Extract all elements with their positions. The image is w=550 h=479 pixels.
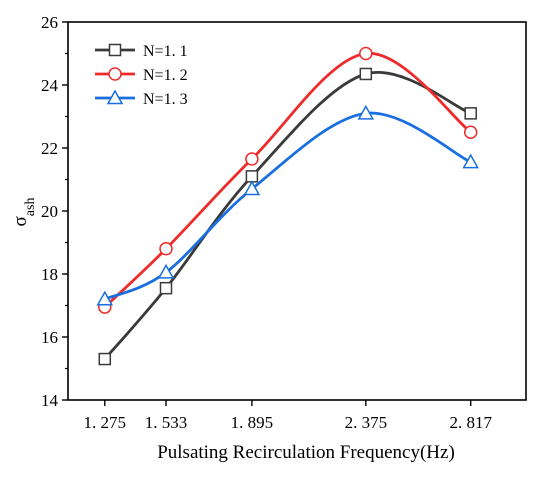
legend-label-1: N=1. 1 [143, 43, 188, 60]
data-point-1 [98, 352, 112, 366]
x-tick-label: 2. 375 [345, 413, 388, 432]
y-tick-label: 24 [41, 76, 59, 95]
data-point-3 [157, 263, 175, 279]
y-tick-label: 26 [41, 13, 58, 32]
series-layer [96, 46, 479, 366]
y-tick-label: 14 [41, 391, 59, 410]
data-point-3 [357, 104, 375, 120]
data-point-1 [245, 170, 259, 183]
legend-marker-2 [108, 67, 122, 81]
legend-label-2: N=1. 2 [143, 67, 188, 84]
x-axis-title: Pulsating Recirculation Frequency(Hz) [157, 442, 455, 463]
legend-marker-3 [106, 89, 124, 105]
data-point-1 [464, 107, 477, 120]
x-axis: 1. 275 1. 533 1. 895 2. 375 2. 817 [84, 400, 492, 432]
legend: N=1. 1 N=1. 2 N=1. 3 [95, 43, 188, 108]
data-point-2 [359, 46, 373, 61]
data-point-2 [463, 125, 478, 139]
legend-label-3: N=1. 3 [143, 91, 188, 108]
y-tick-label: 16 [41, 328, 58, 347]
y-axis-title: σash [10, 198, 38, 227]
data-point-3 [462, 153, 479, 169]
y-axis-title-main: σ [10, 216, 31, 226]
series-line-3 [104, 111, 472, 301]
data-point-3 [243, 180, 261, 196]
y-axis: 14 16 18 20 22 24 26 [41, 13, 68, 410]
data-point-1 [359, 67, 373, 81]
x-tick-label: 1. 533 [145, 413, 188, 432]
data-point-2 [159, 242, 173, 256]
series-line-1 [103, 71, 472, 360]
y-tick-label: 20 [41, 202, 58, 221]
y-axis-title-sub: ash [23, 198, 38, 217]
series-line-2 [103, 52, 472, 309]
legend-marker-1 [108, 43, 122, 57]
data-point-2 [245, 152, 259, 166]
data-point-3 [96, 290, 114, 306]
x-tick-label: 2. 817 [449, 413, 492, 432]
x-tick-label: 1. 275 [84, 413, 127, 432]
y-tick-label: 18 [41, 265, 58, 284]
x-tick-label: 1. 895 [231, 413, 274, 432]
data-point-1 [159, 281, 173, 295]
plot-frame [67, 21, 527, 401]
y-tick-label: 22 [41, 139, 58, 158]
